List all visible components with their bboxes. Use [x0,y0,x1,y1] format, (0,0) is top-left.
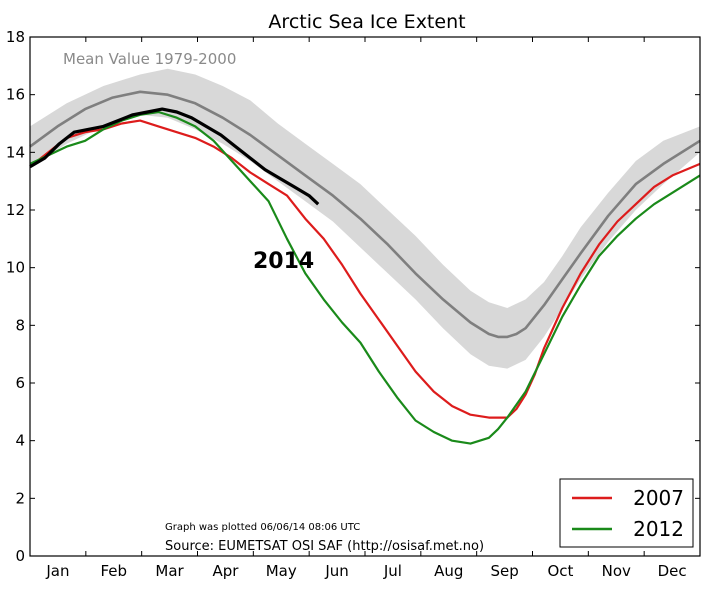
y-tick-label: 14 [6,143,25,161]
chart-title: Arctic Sea Ice Extent [268,11,465,33]
x-tick-label: Mar [155,562,184,580]
y-tick-label: 10 [6,259,25,277]
x-tick-label: Oct [547,562,573,580]
y-tick-label: 12 [6,201,25,219]
series-layer [29,90,701,445]
series-line-2014 [29,107,320,206]
plot-timestamp-note: Graph was plotted 06/06/14 08:06 UTC [165,522,360,533]
y-tick-label: 16 [6,86,25,104]
y-tick-label: 6 [15,374,25,392]
legend-label-2012: 2012 [633,517,684,541]
legend-box [559,478,694,548]
y-tick-label: 0 [15,547,25,565]
series-line-2007 [29,119,701,419]
y-tick-label: 2 [15,489,25,507]
legend: 2007 2012 [559,478,694,548]
y-tick-label: 4 [15,432,25,450]
mean-range-band [30,68,700,369]
axes: 0 2 4 6 8 10 12 14 16 18 Jan Feb Mar Apr May Jun Jul Aug S… [6,28,701,580]
x-tick-label: Jun [324,562,348,580]
x-tick-label: Jul [383,562,402,580]
x-tick-label: Jan [45,562,69,580]
mean-value-label: Mean Value 1979-2000 [63,50,236,68]
y-tick-label: 18 [6,28,25,46]
band-area [30,68,700,369]
legend-label-2007: 2007 [633,486,684,510]
x-tick-label: Aug [434,562,463,580]
x-tick-label: Feb [100,562,127,580]
y-tick-label: 8 [15,316,25,334]
x-tick-label: Dec [658,562,687,580]
x-tick-label: Nov [602,562,631,580]
year-2014-label: 2014 [253,249,314,274]
series-line-mean [29,90,701,339]
source-note: Source: EUMETSAT OSI SAF (http://osisaf.… [165,539,484,554]
series-line-2012 [29,110,701,445]
x-tick-label: Sep [490,562,518,580]
x-tick-label: May [266,562,297,580]
x-tick-label: Apr [212,562,239,580]
